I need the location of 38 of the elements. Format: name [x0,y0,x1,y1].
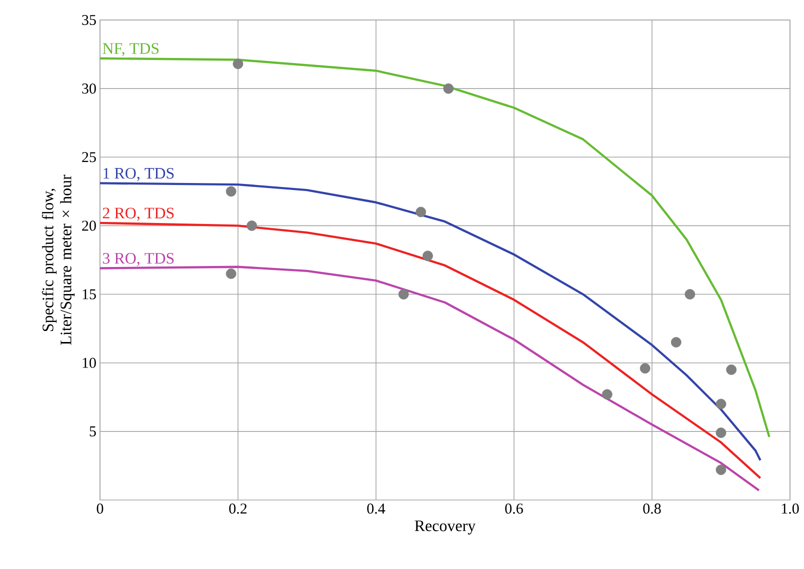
point [422,250,433,262]
point [416,206,426,218]
series-label: 1 RO, TDS [104,168,174,181]
point [716,398,726,410]
point [246,220,258,231]
series-label: NF, TDS [102,43,159,56]
x-tick-label: 0 [96,504,104,514]
y-axis-title: Specific product flow, Liter/Square meter × hour [42,174,75,345]
x-tick-label: 0.4 [367,504,386,514]
series-label: 2 RO, TDS [102,208,174,221]
line-series [98,266,760,492]
y-tick-label: 30 [82,84,96,94]
line-series [98,222,762,480]
point [670,337,682,348]
x-tick-label: 0.8 [643,504,661,514]
x-tick-label: 0.2 [229,504,247,514]
point [716,464,726,476]
series-label: 3 RO, TDS [102,252,174,266]
line-series [98,182,762,462]
point [443,83,454,94]
x-tick-label: 1.0 [782,504,799,514]
point [726,364,737,375]
y-tick-label: 10 [82,358,96,368]
y-tick-label: 5 [90,426,96,436]
point [398,289,409,300]
point [226,186,236,197]
y-tick-label: 15 [82,289,96,300]
point [716,428,726,438]
point [232,58,244,70]
point [226,268,236,279]
x-axis-title: Recovery [414,520,476,534]
point [684,289,696,300]
point [640,363,650,374]
point [602,389,612,400]
y-tick-label: 20 [82,220,96,231]
y-tick-label: 35 [82,14,96,26]
y-tick-label: 25 [82,152,96,162]
x-tick-label: 0.6 [505,504,523,514]
